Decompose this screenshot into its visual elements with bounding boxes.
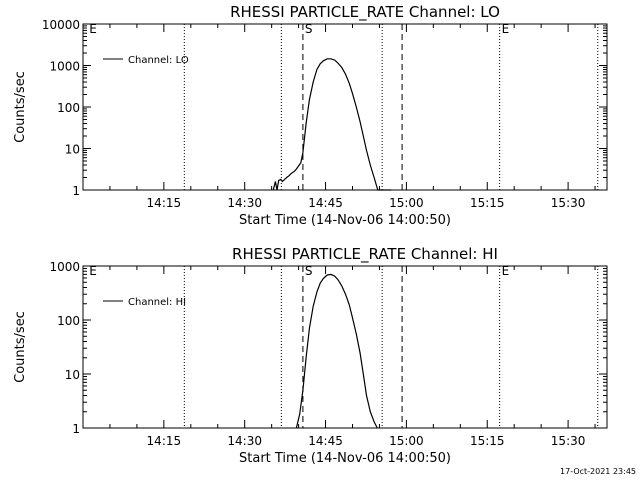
y-axis-label: Counts/sec xyxy=(13,311,28,383)
x-tick-label: 14:45 xyxy=(308,196,343,210)
footer-timestamp: 17-Oct-2021 23:45 xyxy=(560,467,636,476)
x-tick-label: 15:30 xyxy=(551,434,586,448)
x-tick-label: 15:00 xyxy=(389,434,424,448)
x-tick-label: 15:30 xyxy=(551,196,586,210)
y-tick-label: 1 xyxy=(72,184,80,198)
x-axis-label: Start Time (14-Nov-06 14:00:50) xyxy=(239,451,451,466)
chart-title: RHESSI PARTICLE_RATE Channel: LO xyxy=(230,3,500,22)
y-tick-label: 10 xyxy=(65,368,80,382)
event-marker-label: E xyxy=(502,22,510,36)
chart-panel-lo: RHESSI PARTICLE_RATE Channel: LO 1 10 100 10… xyxy=(13,3,608,228)
series-line xyxy=(272,58,392,191)
event-marker-label: S xyxy=(305,22,313,36)
plot-frame xyxy=(82,265,608,429)
x-axis-label: Start Time (14-Nov-06 14:00:50) xyxy=(239,213,451,228)
legend-label: Channel: HI xyxy=(128,297,186,308)
event-marker-label: E xyxy=(502,264,510,278)
y-tick-label: 1000 xyxy=(49,260,80,274)
y-tick-label: 100 xyxy=(57,101,80,115)
x-tick-label: 14:15 xyxy=(147,196,182,210)
x-tick-label: 14:45 xyxy=(308,434,343,448)
y-tick-label: 1000 xyxy=(49,60,80,74)
chart-panel-hi: RHESSI PARTICLE_RATE Channel: HI 1 10 100 10… xyxy=(13,245,608,466)
x-tick-label: 14:30 xyxy=(227,434,262,448)
plot-frame xyxy=(82,23,608,191)
chart-title: RHESSI PARTICLE_RATE Channel: HI xyxy=(232,245,498,264)
x-tick-label: 15:15 xyxy=(470,196,505,210)
x-tick-label: 15:00 xyxy=(389,196,424,210)
y-tick-label: 100 xyxy=(57,314,80,328)
legend-label: Channel: LO xyxy=(128,55,189,66)
y-axis-label: Counts/sec xyxy=(13,71,28,143)
event-marker-label: E xyxy=(89,22,97,36)
series-line xyxy=(295,273,378,429)
y-tick-label: 10 xyxy=(65,143,80,157)
event-marker-label: S xyxy=(305,264,313,278)
x-tick-label: 15:15 xyxy=(470,434,505,448)
x-tick-label: 14:30 xyxy=(227,196,262,210)
x-tick-label: 14:15 xyxy=(147,434,182,448)
event-marker-label: E xyxy=(89,264,97,278)
y-tick-label: 10000 xyxy=(42,18,80,32)
y-tick-label: 1 xyxy=(72,422,80,436)
